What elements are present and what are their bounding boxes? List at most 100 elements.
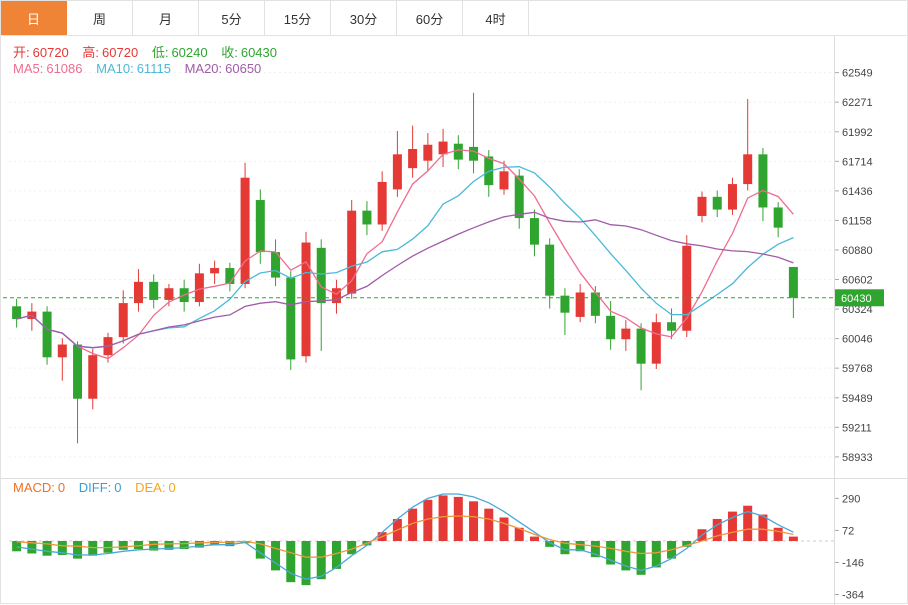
dea-value: DEA: 0 [135, 480, 176, 495]
candle-body [636, 328, 646, 364]
candle-body [514, 175, 524, 219]
diff-value: DIFF: 0 [78, 480, 122, 495]
candle-body [118, 303, 128, 338]
macd-bar [727, 511, 737, 541]
tab-day[interactable]: 日 [1, 1, 67, 35]
macd-bar [331, 541, 341, 569]
macd-bar [88, 541, 98, 556]
macd-bar [529, 536, 539, 541]
candle-body [575, 292, 585, 317]
y-axis-label: 61714 [842, 156, 873, 168]
macd-bar [118, 541, 128, 550]
macd-axis-label: 72 [842, 525, 854, 537]
macd-bar [423, 499, 433, 541]
candle-body [651, 322, 661, 364]
candle-body [331, 288, 341, 304]
ma20-value: MA20: 60650 [184, 61, 262, 76]
candle-body [210, 268, 220, 274]
candle-body [545, 244, 555, 296]
candle-body [12, 306, 22, 320]
macd-bar [575, 541, 585, 552]
candle-body [453, 143, 463, 160]
ma5-value: MA5: 61086 [13, 61, 83, 76]
macd-bar [636, 541, 646, 575]
macd-bar [73, 541, 83, 559]
y-axis-label: 61992 [842, 127, 873, 139]
tab-4hour[interactable]: 4时 [463, 1, 529, 35]
tab-15min[interactable]: 15分 [265, 1, 331, 35]
candle-body [316, 247, 326, 304]
tab-month[interactable]: 月 [133, 1, 199, 35]
y-axis-label: 59489 [842, 393, 873, 405]
y-axis-label: 58933 [842, 452, 873, 464]
candle-body [164, 288, 174, 300]
tab-30min[interactable]: 30分 [331, 1, 397, 35]
macd-bar [164, 541, 174, 550]
y-axis-label: 60602 [842, 275, 873, 287]
low-price: 低: 60240 [151, 45, 208, 60]
tab-60min[interactable]: 60分 [397, 1, 463, 35]
macd-bar [225, 541, 235, 547]
diff-line [16, 493, 794, 580]
y-axis-label: 60324 [842, 304, 873, 316]
macd-bar [743, 505, 753, 541]
candle-body [606, 315, 616, 340]
tab-week[interactable]: 周 [67, 1, 133, 35]
macd-axis-label: -146 [842, 557, 864, 569]
macd-bar [590, 541, 600, 558]
candle-body [225, 268, 235, 284]
macd-bar [103, 541, 113, 553]
candle-body [712, 196, 722, 210]
tab-5min[interactable]: 5分 [199, 1, 265, 35]
macd-bar [712, 518, 722, 541]
macd-bar [57, 541, 67, 555]
candle-body [194, 273, 204, 303]
ma10-line [16, 166, 794, 349]
candle-body [727, 184, 737, 210]
candle-body [697, 196, 707, 216]
macd-bar [469, 501, 479, 541]
candle-body [788, 266, 798, 298]
macd-bar [514, 527, 524, 541]
macd-bar [773, 527, 783, 541]
candle-body [255, 200, 265, 253]
macd-bar [651, 541, 661, 568]
candle-body [377, 181, 387, 225]
macd-bar [499, 517, 509, 541]
macd-bar [271, 541, 281, 571]
macd-bar [758, 514, 768, 541]
candle-body [743, 154, 753, 185]
macd-bar [453, 496, 463, 541]
macd-bar [682, 541, 692, 547]
macd-bar [133, 541, 143, 550]
candle-body [88, 355, 98, 399]
ma5-line [16, 149, 794, 360]
macd-axis-label: -364 [842, 590, 864, 602]
macd-bar [194, 541, 204, 548]
ma20-line [16, 211, 794, 349]
candle-body [347, 210, 357, 294]
y-axis-label: 62271 [842, 97, 873, 109]
y-axis-label: 59211 [842, 422, 872, 434]
ohlc-legend: 开: 60720 高: 60720 低: 60240 收: 60430 [13, 42, 287, 61]
y-axis-label: 60880 [842, 245, 873, 257]
macd-bar [788, 536, 798, 541]
candle-body [667, 322, 677, 331]
y-axis-label: 62549 [842, 68, 873, 80]
y-axis-label: 61158 [842, 215, 872, 227]
candle-body [301, 242, 311, 357]
period-tabbar: 日 周 月 5分 15分 30分 60分 4时 [1, 1, 907, 36]
candle-body [271, 252, 281, 278]
macd-value: MACD: 0 [13, 480, 66, 495]
candle-body [133, 281, 143, 304]
candle-body [469, 146, 479, 161]
candle-body [392, 154, 402, 190]
candle-body [560, 295, 570, 313]
macd-bar [621, 541, 631, 571]
candle-body [758, 154, 768, 208]
current-price-text: 60430 [841, 293, 872, 305]
macd-bar [12, 541, 22, 552]
macd-bar [347, 541, 357, 555]
macd-bar [301, 541, 311, 586]
